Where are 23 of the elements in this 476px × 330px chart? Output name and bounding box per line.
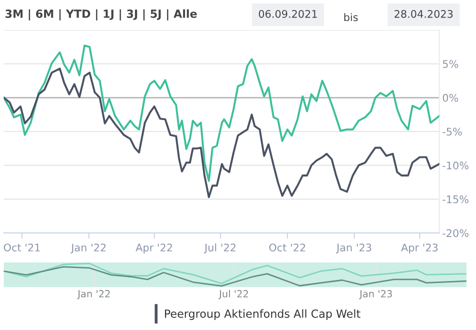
x-tick-label: Jul '22 — [204, 243, 236, 254]
y-tick-label: -15% — [442, 195, 468, 204]
y-tick-label: 5% — [442, 60, 458, 68]
text: bis — [344, 13, 358, 22]
y-tick-label: -20% — [442, 229, 468, 238]
legend-label: Peergroup Aktienfonds All Cap Welt — [165, 309, 360, 320]
text: 06.09.2021 — [258, 10, 317, 18]
text: 3M | 6M | YTD | 1J | 3J | 5J | Alle — [6, 9, 197, 20]
y-tick-label: -5% — [442, 128, 462, 136]
x-tick-label: Jul '22 — [218, 290, 248, 300]
line-series — [4, 44, 440, 182]
x-tick-label: Oct '22 — [269, 244, 306, 252]
x-tick-label: Oct '21 — [4, 244, 40, 252]
x-tick-label: Apr '22 — [136, 244, 172, 254]
y-tick-label: 0% — [442, 94, 458, 102]
x-tick-label: Jan '22 — [70, 244, 106, 254]
x-tick-label: Jan '22 — [77, 290, 110, 300]
x-tick-label: Apr '23 — [401, 244, 438, 254]
y-tick-label: -10% — [442, 162, 468, 170]
x-tick-label: Jan '23 — [336, 244, 372, 254]
line-series — [4, 68, 440, 198]
x-tick-label: Jan '23 — [359, 290, 392, 300]
text: 28.04.2023 — [394, 10, 453, 18]
